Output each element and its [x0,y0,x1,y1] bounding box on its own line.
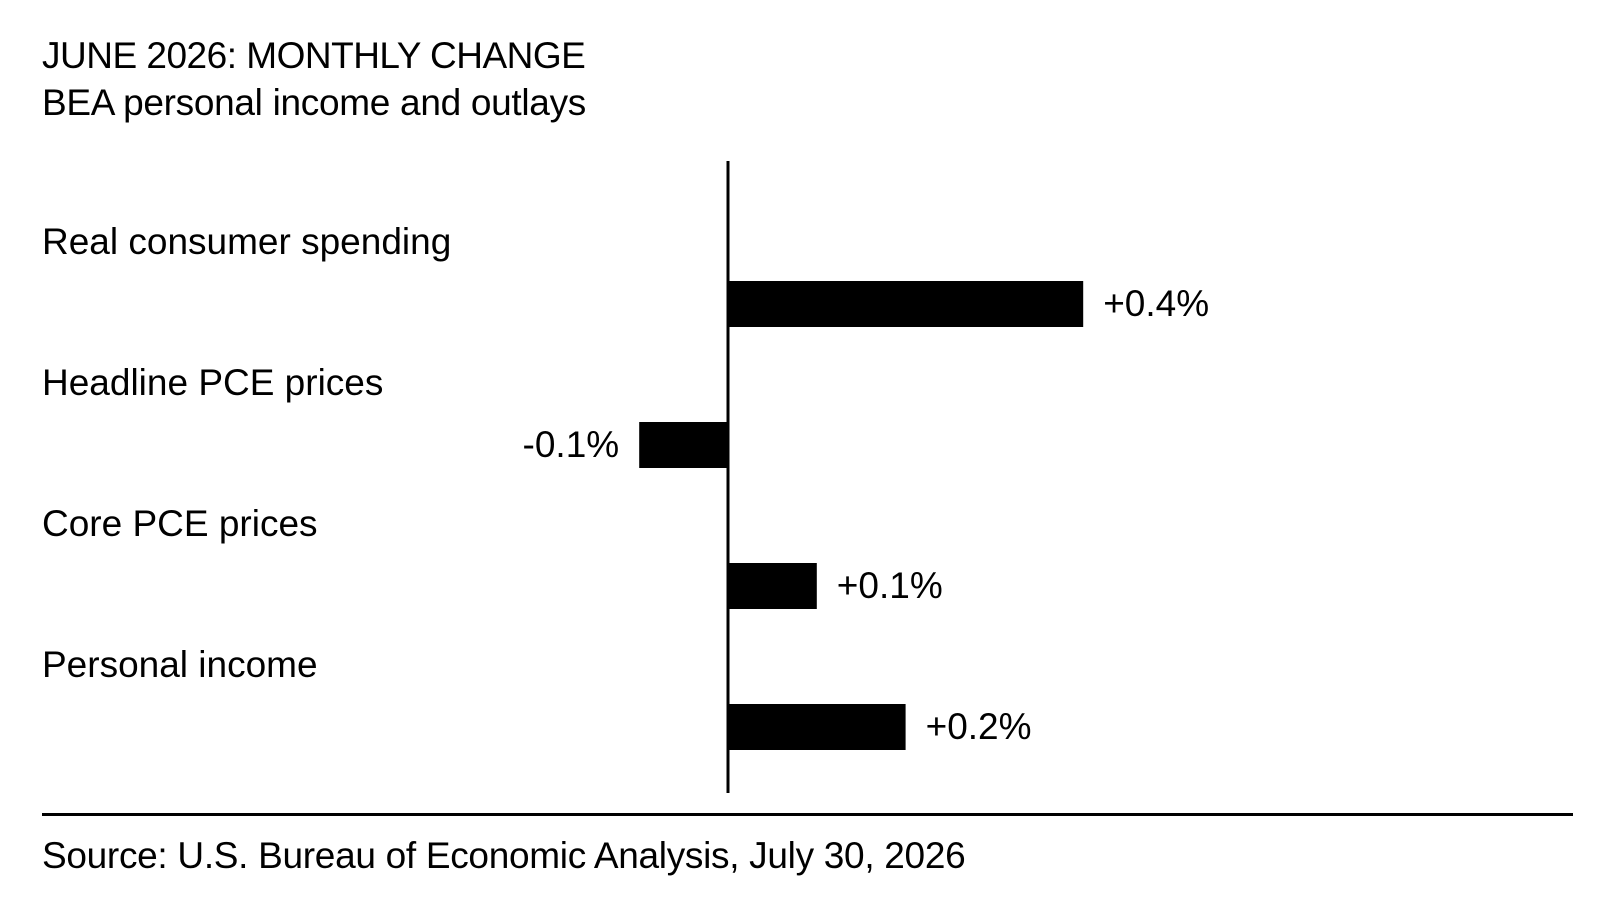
chart-title: JUNE 2026: MONTHLY CHANGE [42,35,586,76]
category-label: Headline PCE prices [42,362,383,403]
bar-chart: Real consumer spending +0.4% Headline PCE … [42,161,1209,793]
category-label: Real consumer spending [42,221,451,262]
bar [728,281,1084,327]
category-label: Personal income [42,644,318,685]
chart-subtitle: BEA personal income and outlays [42,82,586,123]
source-note: Source: U.S. Bureau of Economic Analysis… [42,835,966,876]
value-label: +0.4% [1103,283,1209,324]
footer-rule [42,813,1573,816]
value-label: +0.2% [926,706,1032,747]
bar [728,563,817,609]
value-label: +0.1% [837,565,943,606]
bar [728,704,906,750]
value-label: -0.1% [523,424,620,465]
category-label: Core PCE prices [42,503,318,544]
bar [639,422,728,468]
